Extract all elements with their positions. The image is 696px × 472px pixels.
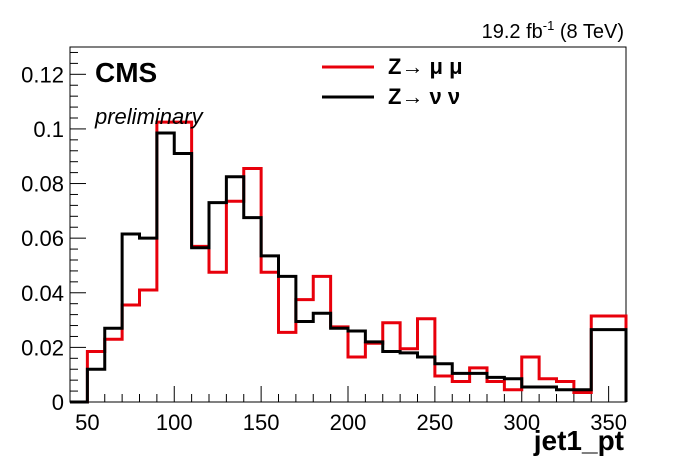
legend: Z→ μ μ Z→ ν ν <box>322 54 463 109</box>
x-tick-label: 350 <box>590 410 627 435</box>
y-tick-label: 0.02 <box>21 335 64 360</box>
x-axis: 50 100 150 200 250 300 350 <box>69 386 627 435</box>
y-tick-label: 0 <box>52 390 64 415</box>
series-zmumu-step <box>70 120 628 404</box>
status-label: preliminary <box>94 104 205 129</box>
series-layer <box>70 120 628 404</box>
series-znunu-step <box>70 131 628 404</box>
x-axis-title: jet1_pt <box>533 425 624 456</box>
y-tick-label: 0.1 <box>33 117 64 142</box>
x-tick-label: 200 <box>330 410 367 435</box>
y-tick-label: 0.12 <box>21 62 64 87</box>
y-tick-label: 0.04 <box>21 281 64 306</box>
y-tick-label: 0.08 <box>21 172 64 197</box>
x-tick-label: 50 <box>75 410 99 435</box>
legend-label-znunu: Z→ ν ν <box>388 84 460 109</box>
y-tick-label: 0.06 <box>21 226 64 251</box>
x-tick-label: 300 <box>503 410 540 435</box>
y-axis: 0 0.02 0.04 0.06 0.08 0.1 0.12 <box>21 51 86 415</box>
x-tick-label: 100 <box>156 410 193 435</box>
legend-label-zmumu: Z→ μ μ <box>388 54 463 79</box>
x-tick-label: 150 <box>243 410 280 435</box>
luminosity-label: 19.2 fb-1 (8 TeV) <box>482 18 624 43</box>
x-tick-label: 250 <box>417 410 454 435</box>
experiment-label: CMS <box>95 57 157 88</box>
